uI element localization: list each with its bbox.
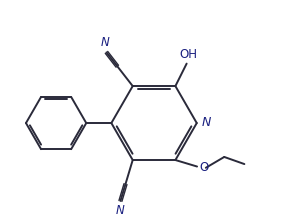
Text: N: N <box>201 116 211 129</box>
Text: O: O <box>200 161 209 174</box>
Text: OH: OH <box>179 48 197 61</box>
Text: N: N <box>101 36 110 49</box>
Text: N: N <box>116 204 125 217</box>
